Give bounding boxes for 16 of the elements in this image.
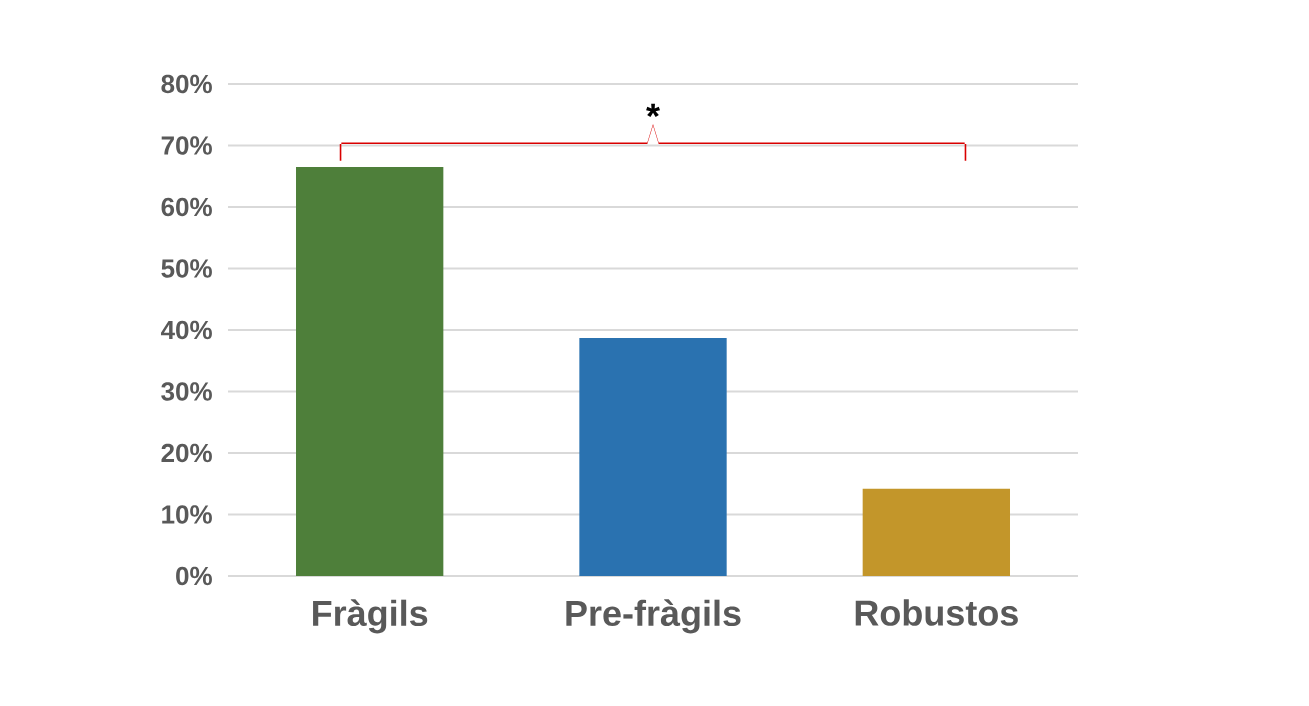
y-tick-label: 30% — [161, 382, 212, 401]
bar — [579, 337, 727, 576]
x-tick-label: Fràgils — [313, 599, 428, 634]
bar — [296, 167, 444, 576]
y-tick-label: 10% — [162, 505, 212, 524]
y-tick-label: 50% — [161, 259, 212, 278]
y-tick-label: 40% — [160, 320, 212, 340]
y-tick-label: 0% — [176, 566, 212, 586]
y-tick-label: 70% — [161, 136, 212, 155]
y-tick-label: 20% — [161, 443, 212, 463]
y-tick-label: 80% — [161, 74, 212, 94]
x-tick-label: Robustos — [855, 599, 1018, 626]
x-tick-label: Pre-fràgils — [566, 599, 741, 634]
y-tick-label: 60% — [161, 197, 212, 217]
bar — [862, 488, 1011, 576]
annotation: * — [646, 103, 660, 118]
